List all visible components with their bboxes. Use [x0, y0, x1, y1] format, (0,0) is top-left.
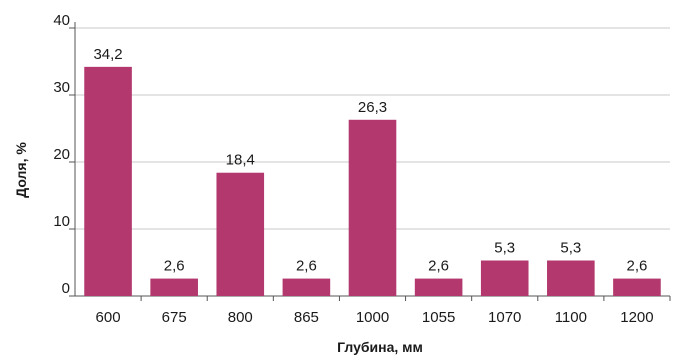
y-tick-label-0: 0 — [62, 280, 70, 297]
bar-600 — [84, 66, 132, 296]
y-tick-label-30: 30 — [53, 79, 70, 96]
y-tick-label-10: 10 — [53, 213, 70, 230]
x-tick-label-1100: 1100 — [555, 309, 587, 326]
data-label-600: 34,2 — [93, 46, 122, 63]
data-label-1000: 26,3 — [358, 99, 387, 116]
bar-800 — [216, 172, 265, 296]
x-axis-title: Глубина, мм — [337, 339, 423, 355]
bar-1070 — [480, 260, 529, 296]
data-label-1200: 2,6 — [627, 258, 648, 275]
x-tick-label-675: 675 — [162, 309, 187, 326]
data-label-675: 2,6 — [164, 258, 185, 275]
y-tick-label-40: 40 — [53, 12, 70, 29]
data-label-800: 18,4 — [226, 152, 255, 169]
data-labels: 34,2 2,6 18,4 2,6 26,3 2,6 5,3 5,3 2,6 — [93, 46, 647, 275]
data-label-1100: 5,3 — [560, 239, 581, 256]
x-tick-label-1055: 1055 — [422, 309, 455, 326]
x-tick-label-600: 600 — [96, 309, 121, 326]
x-tick-label-800: 800 — [228, 309, 253, 326]
data-label-865: 2,6 — [296, 258, 317, 275]
data-label-1070: 5,3 — [494, 239, 515, 256]
data-label-1055: 2,6 — [428, 258, 449, 275]
bar-1000 — [348, 119, 397, 296]
y-tick-labels: 0 10 20 30 40 — [53, 12, 70, 297]
x-tick-labels: 600 675 800 865 1000 1055 1070 1100 1200 — [96, 309, 654, 326]
bar-1055 — [414, 278, 463, 296]
y-tick-label-20: 20 — [53, 146, 70, 163]
y-axis-title: Доля, % — [13, 142, 29, 198]
bars — [84, 66, 661, 296]
bar-675 — [150, 278, 198, 296]
x-tick-label-1200: 1200 — [620, 309, 653, 326]
x-tick-label-1070: 1070 — [488, 309, 521, 326]
x-tick-label-865: 865 — [294, 309, 319, 326]
x-tick-label-1000: 1000 — [356, 309, 389, 326]
bar-865 — [282, 278, 331, 296]
bar-1100 — [547, 260, 595, 296]
bar-1200 — [613, 278, 661, 296]
